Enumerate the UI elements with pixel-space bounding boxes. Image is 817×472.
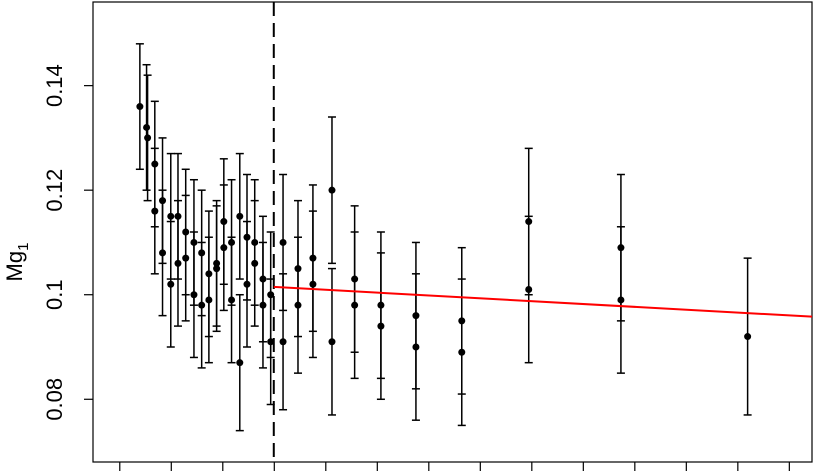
y-tick-label: 0.12 <box>42 169 67 212</box>
data-point <box>205 296 213 304</box>
data-point <box>328 338 336 346</box>
data-point <box>159 249 167 257</box>
data-point <box>243 280 251 288</box>
data-point <box>213 265 221 273</box>
data-point <box>458 348 466 356</box>
data-point <box>228 296 236 304</box>
data-point <box>174 259 182 267</box>
data-point <box>167 280 175 288</box>
data-point <box>136 103 144 111</box>
fit-line <box>273 285 813 318</box>
data-point <box>198 301 206 309</box>
data-point <box>328 186 336 194</box>
data-point <box>309 280 317 288</box>
data-point <box>412 343 420 351</box>
y-label-main: Mg <box>2 251 27 282</box>
data-point <box>182 254 190 262</box>
data-point <box>259 301 267 309</box>
y-tick-label: 0.14 <box>42 64 67 107</box>
data-point <box>220 244 228 252</box>
data-point <box>294 301 302 309</box>
data-point <box>236 359 244 367</box>
data-point <box>144 134 152 142</box>
data-point <box>279 238 287 246</box>
data-point <box>744 333 752 341</box>
y-axis-label: Mg1 <box>2 243 32 282</box>
y-tick-label: 0.08 <box>42 378 67 421</box>
data-point <box>617 296 625 304</box>
data-point <box>143 123 151 131</box>
y-tick-label: 0.1 <box>42 279 67 310</box>
data-point <box>525 286 533 293</box>
data-point <box>151 207 159 215</box>
plot-frame <box>92 1 813 463</box>
data-point <box>251 259 259 267</box>
data-point <box>267 338 275 346</box>
data-point <box>279 338 287 346</box>
data-point <box>377 322 385 330</box>
data-point <box>190 291 198 299</box>
data-point <box>167 212 175 220</box>
data-point <box>351 301 359 309</box>
data-point <box>236 212 244 220</box>
y-label-subscript: 1 <box>15 243 32 251</box>
